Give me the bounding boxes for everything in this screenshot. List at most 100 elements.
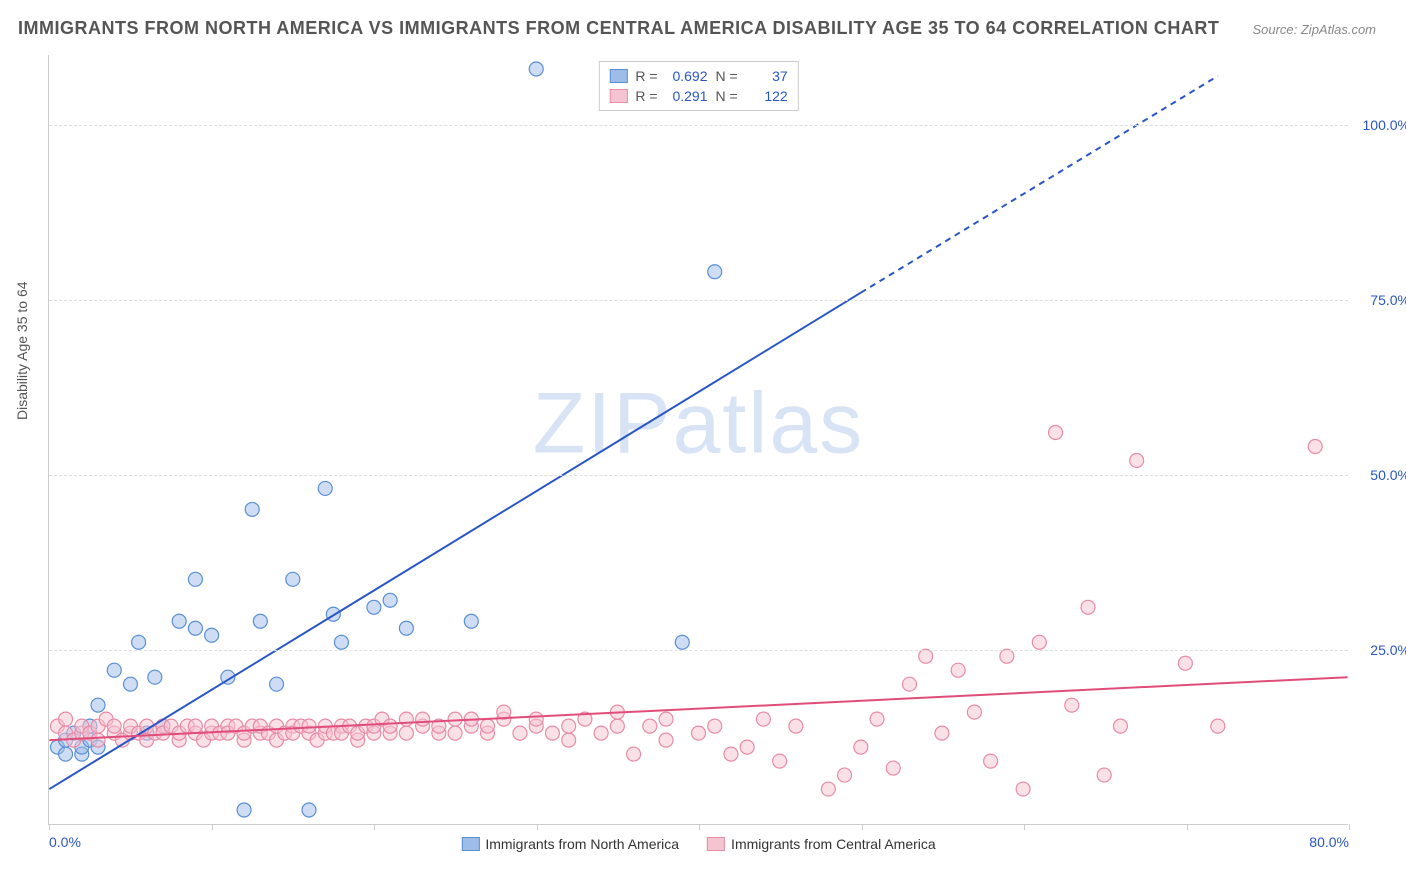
data-point	[318, 481, 332, 495]
data-point	[188, 719, 202, 733]
n-label: N =	[716, 88, 738, 104]
data-point	[545, 726, 559, 740]
data-point	[245, 502, 259, 516]
data-point	[854, 740, 868, 754]
data-point	[172, 614, 186, 628]
data-point	[529, 712, 543, 726]
legend-item-1: Immigrants from Central America	[707, 836, 936, 852]
data-point	[1113, 719, 1127, 733]
n-value-0: 37	[746, 68, 788, 84]
data-point	[123, 677, 137, 691]
data-point	[1065, 698, 1079, 712]
gridline	[49, 650, 1348, 651]
data-point	[416, 712, 430, 726]
x-tick-label: 80.0%	[1309, 834, 1349, 850]
legend-swatch-1	[609, 89, 627, 103]
data-point	[59, 712, 73, 726]
data-point	[627, 747, 641, 761]
data-point	[967, 705, 981, 719]
x-tick	[374, 824, 375, 830]
data-point	[205, 628, 219, 642]
chart-title: IMMIGRANTS FROM NORTH AMERICA VS IMMIGRA…	[18, 18, 1219, 39]
data-point	[919, 649, 933, 663]
legend-label-1: Immigrants from Central America	[731, 836, 936, 852]
data-point	[773, 754, 787, 768]
x-tick-label: 0.0%	[49, 834, 81, 850]
data-point	[1211, 719, 1225, 733]
data-point	[659, 733, 673, 747]
data-point	[870, 712, 884, 726]
r-label: R =	[635, 68, 657, 84]
r-label: R =	[635, 88, 657, 104]
data-point	[188, 621, 202, 635]
legend-label-0: Immigrants from North America	[485, 836, 679, 852]
data-point	[448, 726, 462, 740]
data-point	[594, 726, 608, 740]
gridline	[49, 300, 1348, 301]
data-point	[383, 719, 397, 733]
data-point	[302, 719, 316, 733]
x-tick	[862, 824, 863, 830]
data-point	[659, 712, 673, 726]
y-tick-label: 50.0%	[1370, 467, 1406, 483]
legend-item-0: Immigrants from North America	[461, 836, 679, 852]
r-value-1: 0.291	[666, 88, 708, 104]
data-point	[334, 635, 348, 649]
x-tick	[699, 824, 700, 830]
y-tick-label: 75.0%	[1370, 292, 1406, 308]
data-point	[367, 600, 381, 614]
data-point	[59, 747, 73, 761]
data-point	[1081, 600, 1095, 614]
data-point	[935, 726, 949, 740]
data-point	[383, 593, 397, 607]
x-tick	[537, 824, 538, 830]
data-point	[821, 782, 835, 796]
legend-row-series-0: R = 0.692 N = 37	[609, 66, 787, 86]
data-point	[481, 719, 495, 733]
y-tick-label: 100.0%	[1363, 117, 1406, 133]
legend-swatch-0	[609, 69, 627, 83]
n-value-1: 122	[746, 88, 788, 104]
data-point	[302, 803, 316, 817]
legend-swatch-bottom-0	[461, 837, 479, 851]
data-point	[107, 663, 121, 677]
data-point	[610, 719, 624, 733]
data-point	[1308, 440, 1322, 454]
data-point	[562, 733, 576, 747]
data-point	[448, 712, 462, 726]
data-point	[132, 635, 146, 649]
data-point	[91, 733, 105, 747]
data-point	[886, 761, 900, 775]
data-point	[107, 719, 121, 733]
data-point	[1130, 453, 1144, 467]
data-point	[1000, 649, 1014, 663]
data-point	[692, 726, 706, 740]
data-point	[270, 677, 284, 691]
data-point	[902, 677, 916, 691]
data-point	[643, 719, 657, 733]
x-tick	[1349, 824, 1350, 830]
data-point	[399, 621, 413, 635]
legend-swatch-bottom-1	[707, 837, 725, 851]
data-point	[91, 698, 105, 712]
trend-line-extrapolated	[861, 76, 1218, 293]
data-point	[1016, 782, 1030, 796]
x-tick	[1187, 824, 1188, 830]
series-legend: Immigrants from North America Immigrants…	[461, 836, 935, 852]
r-value-0: 0.692	[666, 68, 708, 84]
legend-row-series-1: R = 0.291 N = 122	[609, 86, 787, 106]
data-point	[529, 62, 543, 76]
data-point	[1178, 656, 1192, 670]
data-point	[286, 572, 300, 586]
data-point	[562, 719, 576, 733]
data-point	[675, 635, 689, 649]
scatter-plot-svg	[49, 55, 1348, 824]
data-point	[838, 768, 852, 782]
data-point	[1049, 426, 1063, 440]
source-attribution: Source: ZipAtlas.com	[1252, 22, 1376, 37]
data-point	[188, 572, 202, 586]
data-point	[1032, 635, 1046, 649]
data-point	[708, 719, 722, 733]
data-point	[708, 265, 722, 279]
x-tick	[212, 824, 213, 830]
